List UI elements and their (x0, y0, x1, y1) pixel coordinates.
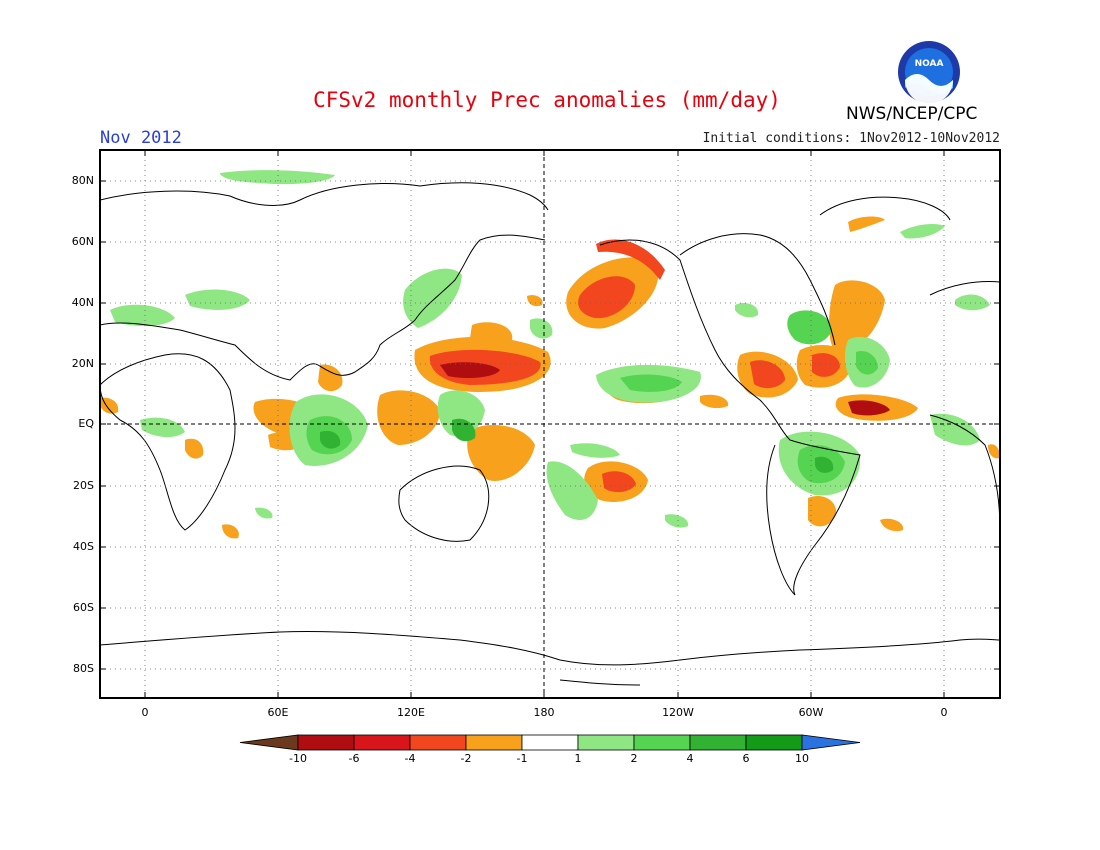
lon-label: 0 (940, 706, 948, 719)
colorbar-swatch (353, 734, 411, 751)
lon-label: 180 (533, 706, 555, 719)
colorbar-swatch (297, 734, 355, 751)
lat-label: 80N (71, 174, 94, 187)
initial-conditions: Initial conditions: 1Nov2012-10Nov2012 (702, 131, 1000, 146)
lon-label: 120E (397, 706, 425, 719)
map-grid (100, 150, 1000, 698)
colorbar-label: -6 (348, 752, 360, 765)
colorbar-label: -4 (404, 752, 416, 765)
colorbar-right-arrow (801, 734, 861, 751)
map-title: CFSv2 monthly Prec anomalies (mm/day) (313, 88, 781, 112)
lon-label: 60W (798, 706, 824, 719)
lon-label: 0 (141, 706, 149, 719)
colorbar-label: -1 (516, 752, 528, 765)
colorbar-label: 2 (630, 752, 638, 765)
forecast-month: Nov 2012 (100, 128, 182, 148)
colorbar-label: 10 (795, 752, 809, 765)
colorbar-label: -10 (289, 752, 307, 765)
lat-label: 60N (71, 235, 94, 248)
lat-label: EQ (78, 417, 94, 430)
lat-label: 20N (71, 357, 94, 370)
lat-label: 60S (73, 601, 94, 614)
colorbar-swatch (521, 734, 579, 751)
lon-label: 120W (662, 706, 694, 719)
lat-label: 40S (73, 540, 94, 553)
agency-label: NWS/NCEP/CPC (846, 104, 978, 124)
anomaly-fields (100, 170, 1000, 539)
colorbar-label: 1 (574, 752, 582, 765)
wet-anomalies (110, 170, 990, 528)
coastlines (100, 182, 1000, 686)
colorbar-swatch (577, 734, 635, 751)
logo-text: NOAA (915, 59, 944, 69)
lon-label: 60E (267, 706, 289, 719)
colorbar-label: -2 (460, 752, 472, 765)
colorbar-swatch (689, 734, 747, 751)
lat-label: 40N (71, 296, 94, 309)
axis-ticks (100, 150, 1000, 698)
colorbar-label: 6 (742, 752, 750, 765)
colorbar-swatch (409, 734, 467, 751)
noaa-logo-icon: NOAA (898, 41, 960, 104)
lat-label: 80S (73, 662, 94, 675)
colorbar-swatch (745, 734, 803, 751)
colorbar-swatch (633, 734, 691, 751)
colorbar-swatch (465, 734, 523, 751)
lat-label: 20S (73, 479, 94, 492)
colorbar-label: 4 (686, 752, 694, 765)
colorbar-left-arrow (239, 734, 299, 751)
